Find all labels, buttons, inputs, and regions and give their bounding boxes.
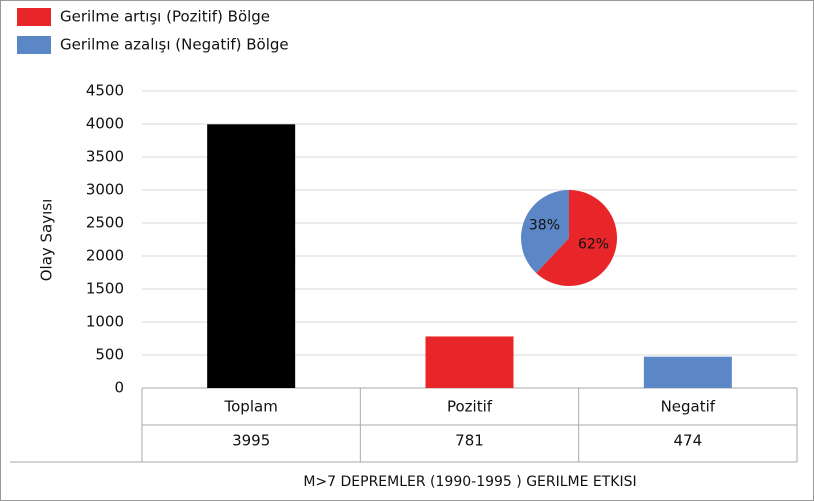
y-tick-label: 2000 bbox=[86, 247, 124, 265]
value-label: 474 bbox=[674, 432, 703, 450]
y-tick-label: 3500 bbox=[86, 148, 124, 166]
y-tick-label: 3000 bbox=[86, 181, 124, 199]
y-tick-label: 2500 bbox=[86, 214, 124, 232]
pie-label: 62% bbox=[578, 237, 609, 253]
y-tick-label: 500 bbox=[95, 346, 124, 364]
x-axis-label: M>7 DEPREMLER (1990-1995 ) GERILME ETKIS… bbox=[303, 474, 636, 490]
value-label: 781 bbox=[455, 432, 484, 450]
legend-swatch bbox=[17, 36, 51, 54]
bar bbox=[207, 124, 296, 388]
legend-label: Gerilme artışı (Pozitif) Bölge bbox=[60, 8, 270, 26]
y-axis-label: Olay Sayısı bbox=[38, 199, 56, 282]
y-tick-label: 1500 bbox=[86, 280, 124, 298]
y-tick-label: 4000 bbox=[86, 115, 124, 133]
category-label: Negatif bbox=[661, 398, 716, 416]
legend-label: Gerilme azalışı (Negatif) Bölge bbox=[60, 36, 289, 54]
category-label: Pozitif bbox=[447, 398, 493, 416]
y-tick-label: 0 bbox=[114, 379, 124, 397]
bar bbox=[425, 336, 514, 388]
y-tick-label: 4500 bbox=[86, 82, 124, 100]
bar bbox=[643, 356, 732, 388]
legend-swatch bbox=[17, 8, 51, 26]
y-tick-label: 1000 bbox=[86, 313, 124, 331]
pie-slice bbox=[536, 190, 617, 286]
pie-slice bbox=[521, 190, 569, 273]
value-label: 3995 bbox=[232, 432, 270, 450]
category-label: Toplam bbox=[224, 398, 278, 416]
pie-label: 38% bbox=[529, 217, 560, 233]
